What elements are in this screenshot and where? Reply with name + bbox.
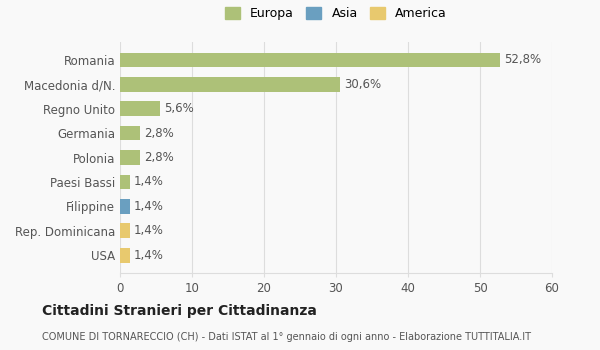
Text: 2,8%: 2,8%	[144, 151, 173, 164]
Bar	[120, 77, 340, 92]
Text: 2,8%: 2,8%	[144, 127, 173, 140]
Bar	[120, 223, 130, 238]
Text: 52,8%: 52,8%	[504, 53, 541, 66]
Text: 1,4%: 1,4%	[134, 200, 164, 213]
Bar	[120, 126, 140, 140]
Text: 1,4%: 1,4%	[134, 224, 164, 237]
Bar	[120, 52, 500, 67]
Text: 5,6%: 5,6%	[164, 102, 194, 115]
Text: 30,6%: 30,6%	[344, 78, 381, 91]
Text: 1,4%: 1,4%	[134, 175, 164, 188]
Bar	[120, 150, 140, 165]
Legend: Europa, Asia, America: Europa, Asia, America	[225, 7, 447, 20]
Text: 1,4%: 1,4%	[134, 248, 164, 262]
Bar	[120, 248, 130, 262]
Bar	[120, 175, 130, 189]
Bar	[120, 102, 160, 116]
Text: COMUNE DI TORNARECCIO (CH) - Dati ISTAT al 1° gennaio di ogni anno - Elaborazion: COMUNE DI TORNARECCIO (CH) - Dati ISTAT …	[42, 332, 531, 343]
Text: Cittadini Stranieri per Cittadinanza: Cittadini Stranieri per Cittadinanza	[42, 304, 317, 318]
Bar	[120, 199, 130, 214]
